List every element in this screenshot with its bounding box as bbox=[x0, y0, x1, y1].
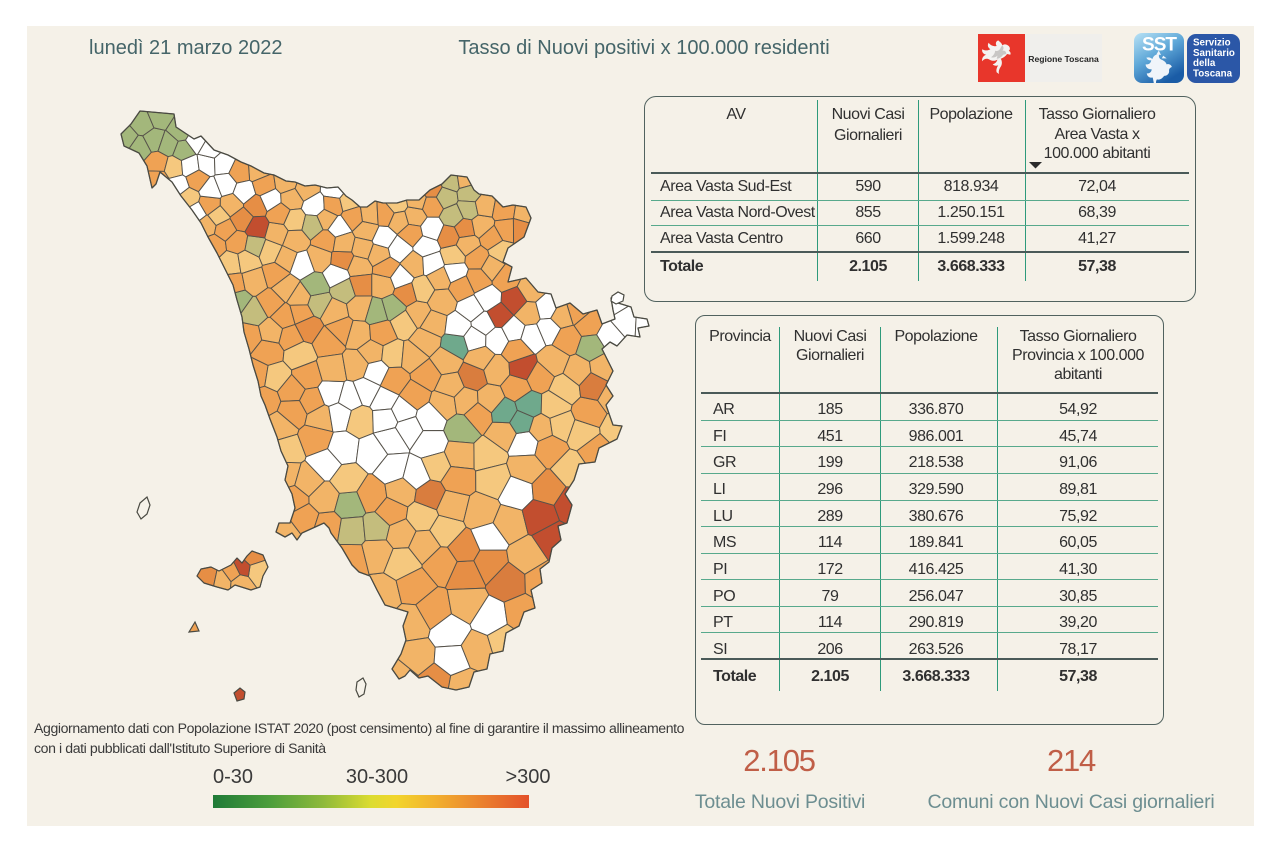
svg-text:Toscana: Toscana bbox=[1193, 68, 1233, 79]
svg-text:Servizio: Servizio bbox=[1193, 38, 1231, 49]
svg-text:SST: SST bbox=[1142, 35, 1177, 56]
svg-text:Regione Toscana: Regione Toscana bbox=[1028, 54, 1099, 64]
svg-text:Sanitario: Sanitario bbox=[1193, 48, 1235, 59]
svg-text:della: della bbox=[1193, 58, 1216, 69]
